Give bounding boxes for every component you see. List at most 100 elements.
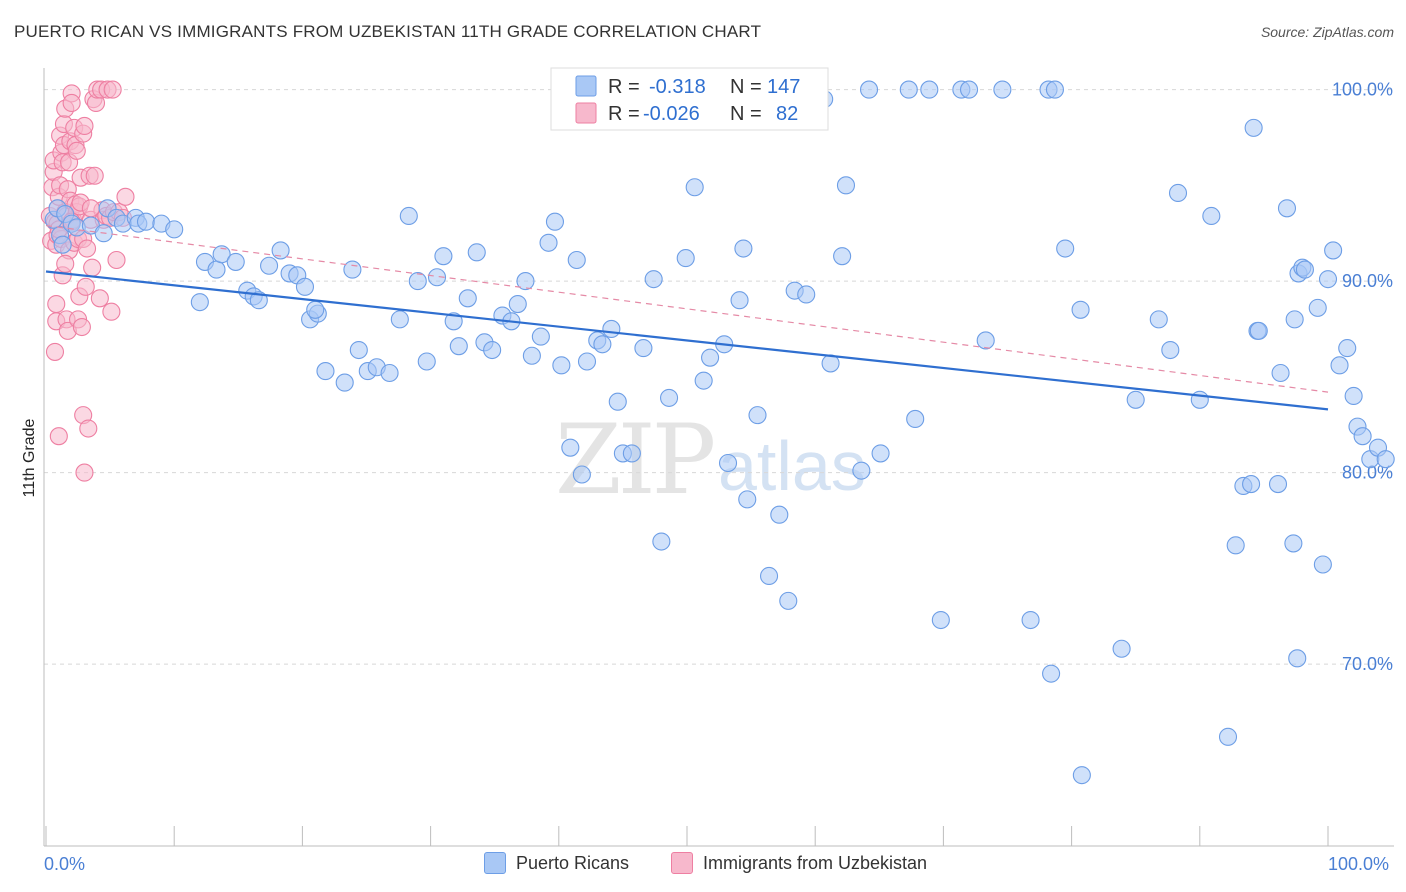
puerto-rican-point-82 — [730, 291, 749, 310]
puerto-rican-point-70 — [622, 444, 641, 463]
puerto-rican-point-3 — [53, 235, 72, 254]
puerto-rican-point-66 — [593, 335, 612, 354]
puerto-rican-point-54 — [508, 295, 527, 314]
puerto-rican-point-74 — [652, 532, 671, 551]
puerto-rican-point-99 — [906, 409, 925, 429]
legend-r-value-pink: -0.026 — [643, 103, 700, 125]
puerto-rican-point-68 — [608, 392, 627, 411]
puerto-rican-point-64 — [577, 352, 597, 371]
puerto-rican-point-134 — [1295, 260, 1314, 279]
puerto-rican-point-32 — [316, 362, 335, 381]
uzbekistan-point-72 — [103, 80, 122, 99]
watermark-atlas: atlas — [718, 427, 866, 505]
puerto-rican-point-56 — [522, 346, 541, 365]
uzbekistan-point-80 — [56, 254, 75, 273]
legend-n-value-blue: 147 — [767, 76, 800, 98]
puerto-rican-point-33 — [306, 300, 325, 319]
puerto-rican-point-137 — [1318, 270, 1338, 289]
puerto-rican-point-62 — [567, 250, 586, 270]
uzbekistan-point-54 — [76, 277, 95, 296]
bottom-legend: Puerto Ricans Immigrants from Uzbekistan — [0, 852, 1406, 876]
puerto-rican-point-95 — [852, 461, 871, 480]
puerto-rican-point-131 — [1288, 649, 1307, 668]
uzbekistan-point-55 — [77, 239, 97, 258]
puerto-rican-point-119 — [1202, 206, 1221, 226]
puerto-rican-point-123 — [1244, 118, 1263, 137]
legend-swatch-blue — [575, 75, 597, 97]
uzbekistan-point-8 — [47, 295, 66, 314]
puerto-rican-point-76 — [676, 249, 695, 268]
y-tick-labels: 100.0% 90.0% 80.0% 70.0% — [1332, 80, 1393, 675]
puerto-rican-point-17 — [190, 293, 209, 312]
puerto-rican-point-104 — [976, 331, 995, 350]
puerto-rican-point-21 — [226, 252, 245, 271]
puerto-rican-point-57 — [531, 327, 550, 346]
puerto-rican-point-72 — [644, 270, 663, 289]
puerto-rican-point-71 — [634, 339, 653, 358]
uzbekistan-point-74 — [107, 250, 126, 270]
puerto-rican-point-103 — [959, 80, 979, 99]
puerto-rican-point-126 — [1268, 475, 1288, 494]
puerto-rican-point-86 — [759, 566, 779, 586]
puerto-rican-point-75 — [660, 388, 679, 407]
puerto-rican-point-87 — [770, 505, 789, 524]
puerto-rican-point-19 — [207, 260, 226, 279]
x-ticks — [45, 826, 1329, 846]
puerto-rican-point-85 — [748, 406, 767, 425]
puerto-rican-point-25 — [260, 256, 279, 275]
puerto-rican-point-93 — [833, 247, 852, 266]
legend-swatch-puerto-ricans — [484, 852, 506, 874]
source-label: Source: ZipAtlas.com — [1260, 24, 1394, 40]
trendlines — [45, 224, 1329, 411]
puerto-rican-point-26 — [271, 241, 290, 260]
legend-item-uzbekistan: Immigrants from Uzbekistan — [671, 852, 927, 874]
puerto-rican-point-114 — [1126, 390, 1145, 409]
legend-n-value-pink: 82 — [776, 103, 798, 125]
legend-frame — [550, 67, 829, 131]
puerto-rican-point-84 — [738, 490, 757, 509]
puerto-rican-point-140 — [1338, 339, 1357, 358]
puerto-rican-point-130 — [1285, 310, 1304, 329]
legend-r-label-blue: R = — [608, 76, 640, 98]
uzbekistan-point-56 — [79, 419, 98, 438]
puerto-rican-point-88 — [779, 591, 798, 610]
trendline-puerto-rican — [45, 270, 1329, 411]
gridlines — [44, 89, 1394, 665]
puerto-rican-point-128 — [1277, 199, 1297, 218]
puerto-rican-point-90 — [797, 285, 816, 304]
puerto-rican-point-115 — [1149, 310, 1168, 329]
puerto-rican-point-59 — [545, 212, 565, 231]
puerto-rican-point-67 — [602, 319, 621, 339]
puerto-rican-point-35 — [343, 260, 362, 279]
y-tick-label-2: 80.0% — [1342, 463, 1393, 483]
puerto-rican-point-61 — [561, 438, 580, 457]
puerto-rican-point-83 — [734, 239, 753, 258]
uzbekistan-point-77 — [116, 187, 135, 206]
uzbekistan-point-81 — [81, 199, 100, 218]
puerto-rican-point-77 — [685, 178, 704, 197]
uzbekistan-point-40 — [67, 141, 86, 160]
puerto-rican-point-39 — [380, 363, 399, 383]
chart-title: PUERTO RICAN VS IMMIGRANTS FROM UZBEKIST… — [14, 22, 762, 41]
puerto-rican-point-36 — [349, 340, 368, 360]
puerto-rican-point-79 — [701, 348, 720, 367]
puerto-rican-point-49 — [467, 243, 486, 262]
puerto-rican-point-121 — [1226, 536, 1245, 555]
y-tick-label-0: 100.0% — [1332, 80, 1393, 100]
legend-item-puerto-ricans: Puerto Ricans — [484, 852, 629, 874]
uzbekistan-point-64 — [90, 289, 109, 308]
legend-n-label-blue: N = — [730, 76, 762, 98]
y-tick-label-3: 70.0% — [1342, 654, 1393, 674]
puerto-rican-point-20 — [212, 245, 231, 264]
uzbekistan-point-34 — [62, 93, 81, 113]
puerto-rican-point-44 — [427, 268, 447, 287]
puerto-rican-point-139 — [1330, 356, 1349, 375]
uzbekistan-point-59 — [83, 258, 102, 277]
y-tick-label-1: 90.0% — [1342, 271, 1393, 291]
legend-swatch-pink — [575, 102, 597, 124]
legend-label-puerto-ricans: Puerto Ricans — [516, 852, 630, 873]
puerto-rican-point-106 — [1021, 610, 1040, 630]
puerto-rican-point-63 — [572, 465, 591, 484]
puerto-rican-point-48 — [458, 289, 477, 308]
puerto-rican-point-138 — [1324, 241, 1343, 260]
